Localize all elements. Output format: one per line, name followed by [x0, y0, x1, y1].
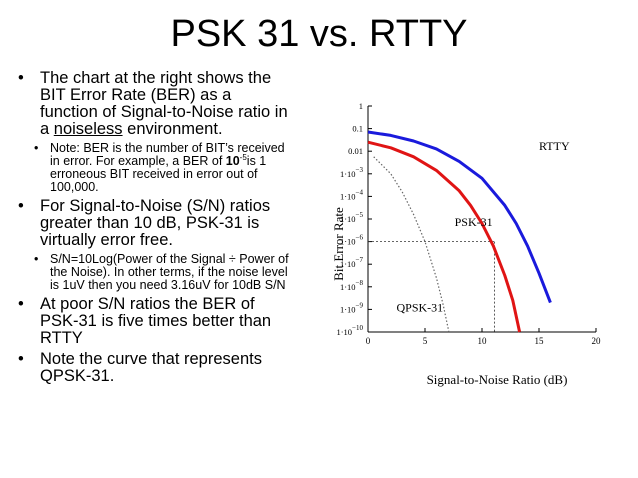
series-rtty-line — [367, 130, 552, 304]
y-tick-label: 0.01 — [348, 146, 363, 156]
bullet-list: • The chart at the right shows the BIT E… — [18, 70, 290, 385]
bullet-1-text: The chart at the right shows the BIT Err… — [40, 69, 288, 138]
bullet-2: • For Signal-to-Noise (S/N) ratios great… — [18, 198, 290, 249]
x-tick-label: 10 — [478, 336, 488, 346]
y-tick-exponent: −9 — [356, 301, 364, 309]
bullet-2-sub: • S/N=10Log(Power of the Signal ÷ Power … — [18, 253, 290, 292]
y-tick-exponent: −6 — [356, 234, 364, 242]
slide-title: PSK 31 vs. RTTY — [170, 13, 468, 55]
bullet-1-sub-text: Note: BER is the number of BIT’s receive… — [50, 141, 285, 168]
y-axis-label: Bit Error Rate — [331, 207, 346, 281]
bullet-1-sub: • Note: BER is the number of BIT’s recei… — [18, 142, 290, 194]
bullet-4-text: Note the curve that represents QPSK-31. — [40, 350, 262, 385]
bullet-1-sub-tail: is 1 erroneous BIT received in error out… — [50, 154, 267, 194]
bullet-2-text: For Signal-to-Noise (S/N) ratios greater… — [40, 197, 271, 249]
x-tick-label: 15 — [535, 336, 545, 346]
y-tick-exponent: −7 — [356, 256, 364, 264]
bullet-dot-icon: • — [18, 295, 24, 313]
series-psk-31-line — [367, 140, 522, 333]
sub-bullet-dot-icon: • — [34, 141, 39, 155]
y-tick-exponent: −10 — [352, 324, 363, 332]
series-qpsk-31-line — [373, 156, 450, 333]
y-tick-label: 0.1 — [352, 124, 363, 134]
bullet-4: • Note the curve that represents QPSK-31… — [18, 351, 290, 385]
y-tick-label: 1·10−9 — [340, 301, 364, 314]
series-label: PSK-31 — [455, 215, 493, 229]
bullet-3-text: At poor S/N ratios the BER of PSK-31 is … — [40, 295, 272, 347]
series-label: QPSK-31 — [397, 301, 444, 315]
y-tick-label: 1·10−3 — [340, 166, 364, 179]
bullet-1-sub-bold: 10 — [225, 154, 240, 168]
bullet-1-underlined: noiseless — [53, 120, 123, 138]
bullet-1-sub-sup: -5 — [239, 152, 247, 162]
x-tick-label: 0 — [366, 336, 371, 346]
y-tick-exponent: −4 — [356, 188, 364, 196]
bullet-dot-icon: • — [18, 197, 24, 215]
series-label: RTTY — [539, 139, 570, 153]
sub-bullet-dot-icon: • — [34, 252, 39, 266]
y-tick-label: 1 — [359, 101, 363, 111]
y-tick-exponent: −8 — [356, 279, 364, 287]
bullet-3: • At poor S/N ratios the BER of PSK-31 i… — [18, 296, 290, 347]
y-tick-label: 1·10−10 — [336, 324, 363, 337]
x-tick-label: 5 — [423, 336, 428, 346]
bullet-dot-icon: • — [18, 350, 24, 368]
bullet-dot-icon: • — [18, 69, 24, 87]
y-tick-exponent: −3 — [356, 166, 364, 174]
bullet-1-tail: environment. — [122, 120, 223, 138]
bullet-2-sub-text: S/N=10Log(Power of the Signal ÷ Power of… — [50, 252, 289, 292]
bullet-1: • The chart at the right shows the BIT E… — [18, 70, 290, 138]
x-axis-label: Signal-to-Noise Ratio (dB) — [427, 372, 568, 387]
y-tick-label: 1·10−4 — [340, 188, 364, 201]
x-tick-label: 20 — [592, 336, 602, 346]
y-tick-exponent: −5 — [356, 211, 364, 219]
